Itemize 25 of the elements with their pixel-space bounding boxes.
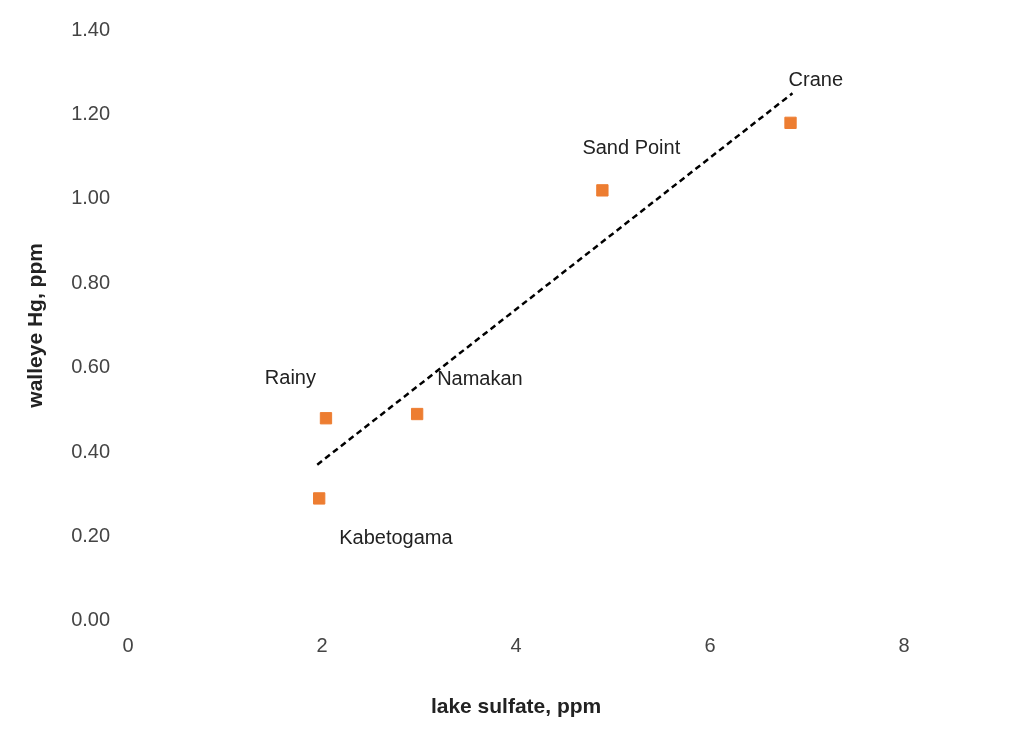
point xyxy=(313,492,326,505)
annotation: Sand Point xyxy=(582,135,681,158)
annotation: Namakan xyxy=(437,366,523,389)
x-tick-label: 8 xyxy=(898,634,910,657)
point xyxy=(410,407,424,421)
point xyxy=(596,184,609,197)
annotation: Kabetogama xyxy=(339,525,454,548)
y-tick-label: 1.00 xyxy=(71,186,111,209)
x-tick-label: 2 xyxy=(316,634,328,657)
annotation: Crane xyxy=(788,68,844,91)
y-tick-label: 0.20 xyxy=(71,523,111,546)
y-tick-label: 1.20 xyxy=(71,101,111,124)
y-axis-title: walleye Hg, ppm xyxy=(23,243,47,409)
y-tick-label: 0.80 xyxy=(71,270,111,293)
x-tick-label: 4 xyxy=(510,634,522,657)
y-tick-label: 0.40 xyxy=(71,439,111,462)
x-tick-label: 0 xyxy=(122,634,134,657)
y-tick-label: 0.00 xyxy=(71,608,111,631)
x-axis-title: lake sulfate, ppm xyxy=(430,694,602,718)
y-tick-label: 0.60 xyxy=(71,355,111,378)
point xyxy=(784,116,797,129)
y-tick-label: 1.40 xyxy=(71,17,111,40)
annotation: Rainy xyxy=(264,365,316,388)
point xyxy=(319,412,333,425)
x-tick-label: 6 xyxy=(704,634,716,657)
